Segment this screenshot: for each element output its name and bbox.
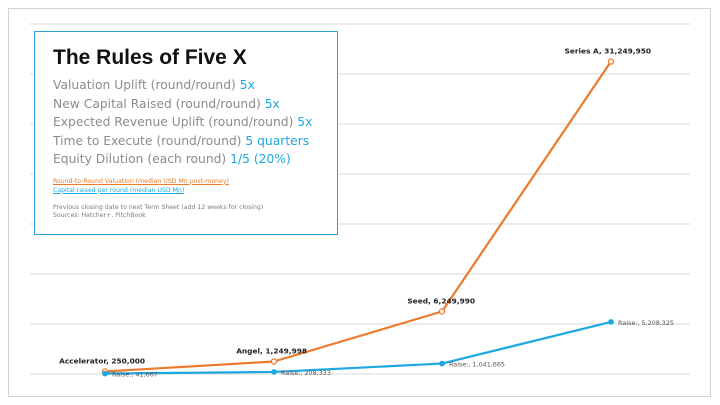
valuation-label-accelerator: Accelerator, 250,000 <box>59 357 145 366</box>
rule-equity-dilution: Equity Dilution (each round) 1/5 (20%) <box>53 150 337 169</box>
capital-label-accelerator: Raise:, 41,667 <box>112 371 158 379</box>
rules-box: The Rules of Five X Valuation Uplift (ro… <box>34 31 338 235</box>
chart-frame <box>8 8 711 397</box>
legend-item-valuation: Round-to-Round Valuation (median USD Mn … <box>53 177 229 185</box>
rule-value: 5x <box>297 115 313 129</box>
valuation-point-angel <box>270 358 278 365</box>
rule-label: Equity Dilution (each round) <box>53 152 231 166</box>
rule-label: New Capital Raised (round/round) <box>53 96 265 111</box>
capital-label-angel: Raise:, 208,333 <box>281 369 331 377</box>
series-markers <box>101 58 615 377</box>
legend-item-capital: Capital raised per round (median USD Mn) <box>53 186 185 194</box>
rule-value: 5 quarters <box>245 133 310 148</box>
rule-time-to-execute: Time to Execute (round/round) 5 quarters <box>53 132 337 151</box>
rule-value: 5x <box>264 96 280 111</box>
rule-revenue-uplift: Expected Revenue Uplift (round/round) 5x <box>53 113 337 132</box>
valuation-series-line <box>104 60 612 373</box>
valuation-label-seed: Seed, 6,249,990 <box>407 297 475 306</box>
data-labels: Accelerator, 250,000 Angel, 1,249,998 Seed… <box>59 47 674 379</box>
valuation-point-seed <box>438 308 446 315</box>
rule-label: Expected Revenue Uplift (round/round) <box>53 115 298 129</box>
capital-point-accelerator <box>102 370 108 377</box>
notes: Previous closing date to next Term Sheet… <box>53 204 337 221</box>
note-closing-date: Previous closing date to next Term Sheet… <box>53 203 264 211</box>
capital-label-series-a: Raise:, 5,208,325 <box>618 319 674 327</box>
valuation-label-series-a: Series A, 31,249,950 <box>565 47 652 56</box>
capital-label-seed: Raise:, 1,041,665 <box>449 361 505 369</box>
rule-valuation-uplift: Valuation Uplift (round/round) 5x <box>53 76 337 95</box>
note-sources: Sources: Hatcher+, PitchBook <box>53 212 146 219</box>
rule-value: 5x <box>239 78 255 92</box>
rule-new-capital: New Capital Raised (round/round) 5x <box>53 95 337 114</box>
legend: Round-to-Round Valuation (median USD Mn … <box>53 177 337 195</box>
capital-point-angel <box>271 369 277 375</box>
valuation-label-angel: Angel, 1,249,998 <box>236 347 307 356</box>
capital-series-line <box>104 320 612 375</box>
series-lines <box>104 60 612 375</box>
capital-point-seed <box>439 360 445 367</box>
box-title: The Rules of Five X <box>53 46 247 69</box>
capital-point-series-a <box>608 319 614 325</box>
rule-value: 1/5 (20%) <box>230 152 291 166</box>
rule-label: Time to Execute (round/round) <box>53 133 246 148</box>
rule-label: Valuation Uplift (round/round) <box>53 78 240 92</box>
valuation-point-series-a <box>607 58 615 65</box>
